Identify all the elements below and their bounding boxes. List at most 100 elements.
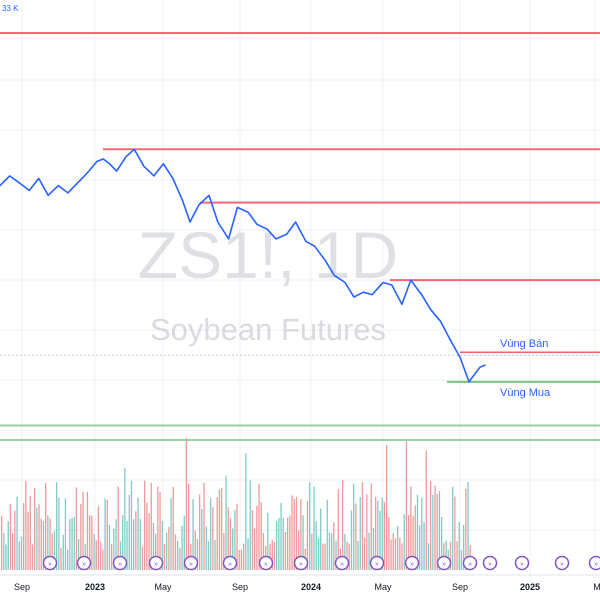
volume-bar [146, 503, 147, 570]
volume-bar [349, 544, 350, 571]
volume-bar [23, 503, 24, 570]
volume-bar [287, 518, 288, 570]
volume-bar [331, 533, 332, 570]
volume-bar [318, 538, 319, 570]
volume-bar [41, 519, 42, 571]
volume-bar [243, 544, 244, 570]
volume-bar [34, 488, 35, 570]
volume-bar [124, 468, 125, 570]
volume-label: 33 K [2, 4, 19, 13]
volume-bar [60, 548, 61, 570]
volume-bar [311, 534, 312, 570]
volume-bar [201, 509, 202, 570]
event-marker-glyph: » [594, 561, 598, 568]
volume-bar [274, 542, 275, 570]
volume-bar [32, 544, 33, 570]
volume-bar [434, 486, 435, 570]
volume-bar [327, 500, 328, 570]
sell-zone-label: Vùng Bán [500, 338, 548, 350]
volume-bar [56, 482, 57, 570]
volume-bar [199, 495, 200, 570]
volume-bar [252, 510, 253, 570]
volume-bar [355, 503, 356, 570]
volume-bar [63, 535, 64, 570]
volume-bar [10, 504, 11, 570]
volume-bar [91, 516, 92, 570]
volume-bar [406, 441, 407, 570]
volume-bar [360, 497, 361, 570]
event-marker-glyph: » [82, 561, 86, 568]
volume-bar [388, 517, 389, 570]
x-tick-label: 2024 [301, 582, 321, 592]
volume-bar [140, 519, 141, 570]
volume-bar [21, 537, 22, 570]
volume-bar [175, 534, 176, 570]
volume-bar [368, 533, 369, 571]
volume-bar [177, 541, 178, 570]
volume-bar [210, 498, 211, 570]
volume-bar [421, 497, 422, 570]
volume-bar [353, 484, 354, 570]
volume-bar [329, 533, 330, 570]
x-tick-label: Sep [14, 582, 30, 592]
volume-bar [5, 545, 6, 571]
event-marker-glyph: » [410, 561, 414, 568]
volume-bar [357, 541, 358, 570]
volume-bar [285, 532, 286, 570]
volume-bar [164, 544, 165, 570]
volume-bar [426, 451, 427, 570]
volume-bar [437, 494, 438, 570]
volume-bar [250, 480, 251, 570]
volume-bar [289, 515, 290, 570]
volume-bar [133, 519, 134, 570]
volume-bar [362, 482, 363, 570]
volume-bar [404, 514, 405, 570]
buy-zone-label: Vùng Mua [500, 387, 551, 399]
volume-bar [166, 533, 167, 571]
volume-bar [256, 506, 257, 570]
volume-bar [456, 541, 457, 570]
volume-bar [1, 516, 2, 570]
volume-bar [131, 481, 132, 570]
volume-bar [322, 544, 323, 570]
volume-bar [393, 533, 394, 570]
volume-bar [214, 540, 215, 570]
volume-bar [144, 481, 145, 570]
volume-bar [245, 453, 246, 570]
volume-bar [241, 550, 242, 570]
volume-bar [278, 518, 279, 570]
volume-bar [423, 522, 424, 570]
event-marker-glyph: » [520, 561, 524, 568]
volume-bar [320, 509, 321, 570]
event-marker-glyph: » [118, 561, 122, 568]
volume-bar [129, 495, 130, 570]
volume-bar [221, 488, 222, 570]
volume-bar [294, 499, 295, 570]
event-marker-glyph: » [189, 561, 193, 568]
volume-bar [366, 494, 367, 570]
volume-bar [390, 540, 391, 570]
event-marker-glyph: » [154, 561, 158, 568]
event-marker-glyph: » [340, 561, 344, 568]
volume-bar [384, 502, 385, 570]
volume-bar [179, 548, 180, 570]
volume-bar [151, 483, 152, 570]
volume-bar [100, 542, 101, 570]
volume-bar [181, 526, 182, 570]
volume-bar [452, 487, 453, 570]
event-marker-glyph: » [468, 561, 472, 568]
volume-bar [364, 538, 365, 570]
volume-bar [316, 521, 317, 570]
volume-bar [432, 495, 433, 570]
volume-bar [74, 517, 75, 570]
volume-bar [395, 538, 396, 570]
event-marker-glyph: » [442, 561, 446, 568]
x-tick-label: 2025 [520, 582, 540, 592]
event-marker-glyph: » [299, 561, 303, 568]
volume-bar [254, 528, 255, 570]
volume-bar [65, 498, 66, 570]
watermark-name: Soybean Futures [150, 312, 386, 347]
